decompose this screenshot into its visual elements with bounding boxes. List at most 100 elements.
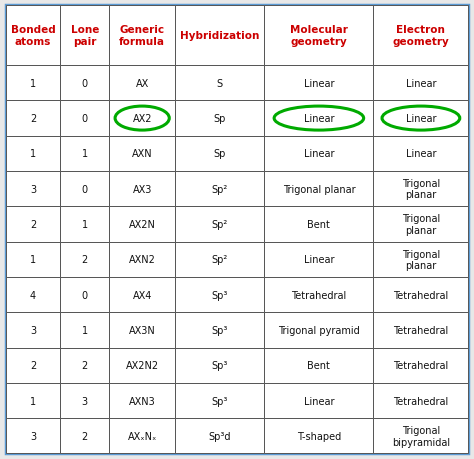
Text: 2: 2 [82, 255, 88, 265]
Text: Sp: Sp [214, 114, 226, 124]
Text: Molecular
geometry: Molecular geometry [290, 25, 348, 47]
Text: Linear: Linear [304, 114, 334, 124]
Text: Sp³: Sp³ [211, 360, 228, 370]
Text: Sp: Sp [214, 149, 226, 159]
Text: Bonded
atoms: Bonded atoms [10, 25, 55, 47]
Bar [60, 6, 109, 66]
Text: 2: 2 [82, 431, 88, 441]
Text: Linear: Linear [304, 78, 334, 89]
Text: 0: 0 [82, 290, 88, 300]
Bar [374, 277, 468, 313]
Bar [109, 348, 175, 383]
Text: 1: 1 [30, 255, 36, 265]
Text: AX2: AX2 [132, 114, 152, 124]
Bar [109, 66, 175, 101]
Text: Sp²: Sp² [211, 185, 228, 194]
Text: Hybridization: Hybridization [180, 31, 259, 41]
Text: 1: 1 [82, 219, 88, 230]
Bar [264, 101, 374, 136]
Bar [6, 136, 60, 172]
Bar [264, 136, 374, 172]
Bar [175, 418, 264, 453]
Bar [6, 66, 60, 101]
Text: Tetrahedral: Tetrahedral [393, 290, 448, 300]
Bar [374, 172, 468, 207]
Bar [175, 313, 264, 348]
Bar [60, 207, 109, 242]
Bar [374, 207, 468, 242]
Text: 0: 0 [82, 114, 88, 124]
Text: Tetrahedral: Tetrahedral [393, 360, 448, 370]
Bar [60, 136, 109, 172]
Text: 3: 3 [30, 431, 36, 441]
Bar [109, 207, 175, 242]
Bar [109, 101, 175, 136]
Bar [264, 242, 374, 277]
Bar [6, 101, 60, 136]
Bar [60, 277, 109, 313]
Text: AXN3: AXN3 [129, 396, 155, 406]
Text: 2: 2 [30, 360, 36, 370]
Text: AX: AX [136, 78, 149, 89]
Text: Trigonal
planar: Trigonal planar [402, 249, 440, 270]
Text: Trigonal
planar: Trigonal planar [402, 214, 440, 235]
Text: 1: 1 [30, 78, 36, 89]
Bar [6, 277, 60, 313]
Bar [175, 101, 264, 136]
Bar [6, 418, 60, 453]
Bar [6, 348, 60, 383]
Bar [60, 313, 109, 348]
Bar [175, 242, 264, 277]
Bar [60, 348, 109, 383]
Bar [109, 242, 175, 277]
Bar [175, 277, 264, 313]
Text: 2: 2 [30, 114, 36, 124]
Bar [175, 66, 264, 101]
Text: Lone
pair: Lone pair [71, 25, 99, 47]
Bar [264, 207, 374, 242]
Text: Trigonal
planar: Trigonal planar [402, 179, 440, 200]
Bar [264, 66, 374, 101]
Bar [6, 242, 60, 277]
Bar [60, 101, 109, 136]
Bar [175, 6, 264, 66]
Text: Trigonal
bipyramidal: Trigonal bipyramidal [392, 425, 450, 447]
Bar [109, 6, 175, 66]
Text: AX4: AX4 [133, 290, 152, 300]
Text: Sp³: Sp³ [211, 396, 228, 406]
Bar [374, 136, 468, 172]
Text: AX3N: AX3N [129, 325, 155, 335]
Text: Trigonal planar: Trigonal planar [283, 185, 355, 194]
Text: Sp³d: Sp³d [209, 431, 231, 441]
Text: 3: 3 [30, 325, 36, 335]
Bar [60, 242, 109, 277]
Bar [6, 6, 60, 66]
Text: S: S [217, 78, 223, 89]
Text: Linear: Linear [406, 114, 436, 124]
Text: 1: 1 [82, 325, 88, 335]
Text: Sp³: Sp³ [211, 290, 228, 300]
Bar [264, 6, 374, 66]
Bar [109, 418, 175, 453]
Text: Tetrahedral: Tetrahedral [393, 325, 448, 335]
Bar [374, 242, 468, 277]
Bar [109, 136, 175, 172]
Bar [374, 101, 468, 136]
Text: 0: 0 [82, 185, 88, 194]
Text: 1: 1 [30, 396, 36, 406]
Text: AXₓNₓ: AXₓNₓ [128, 431, 157, 441]
Text: 0: 0 [82, 78, 88, 89]
Text: 1: 1 [82, 149, 88, 159]
Bar [60, 172, 109, 207]
Bar [175, 136, 264, 172]
Text: Sp³: Sp³ [211, 325, 228, 335]
Bar [109, 277, 175, 313]
Bar [175, 348, 264, 383]
Bar [6, 313, 60, 348]
Text: Generic
formula: Generic formula [119, 25, 165, 47]
Text: 2: 2 [30, 219, 36, 230]
Text: 2: 2 [82, 360, 88, 370]
Text: Bent: Bent [308, 360, 330, 370]
Text: T-shaped: T-shaped [297, 431, 341, 441]
Text: Tetrahedral: Tetrahedral [291, 290, 346, 300]
